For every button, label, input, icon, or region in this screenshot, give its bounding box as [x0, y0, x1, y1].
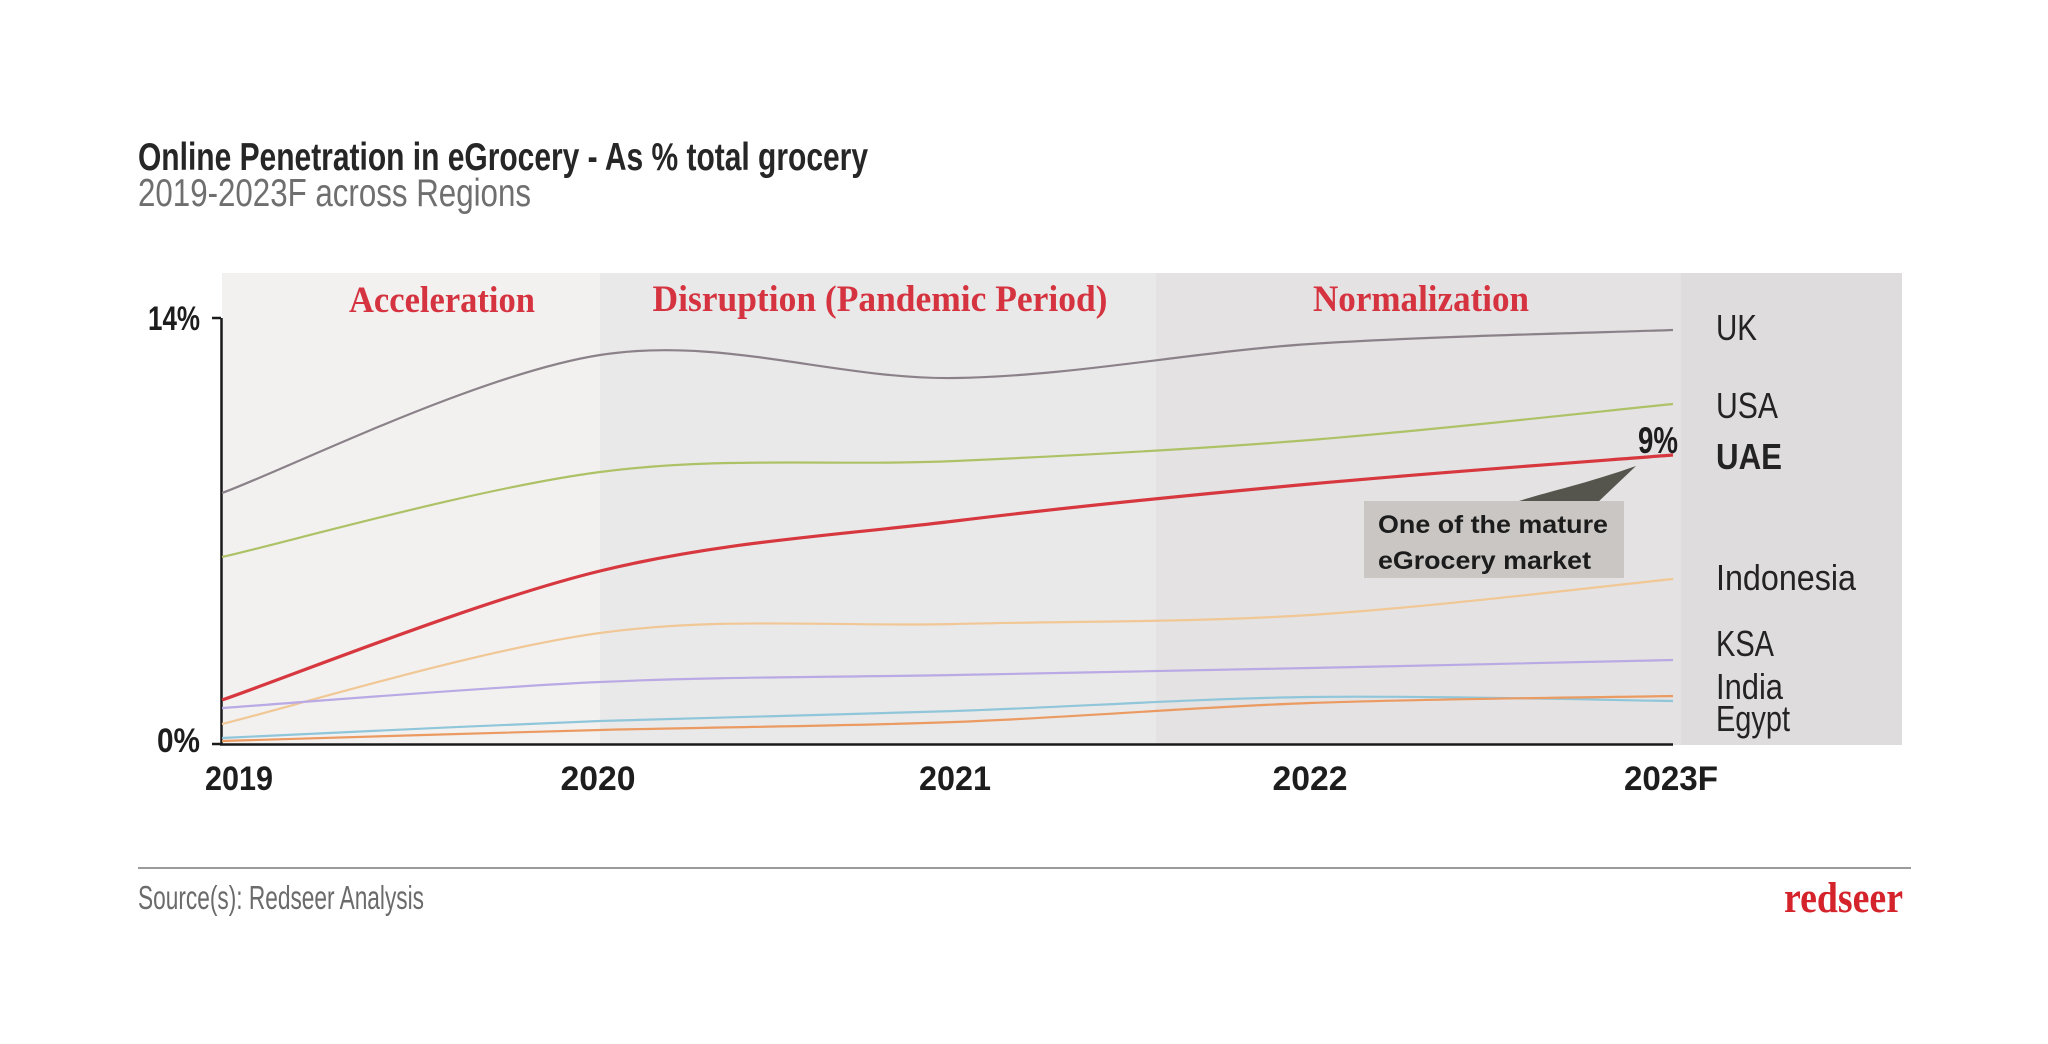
svg-text:Normalization: Normalization	[1313, 279, 1529, 320]
svg-text:redseer: redseer	[1784, 875, 1903, 922]
svg-text:Acceleration: Acceleration	[349, 280, 535, 321]
svg-text:14%: 14%	[148, 300, 200, 338]
svg-text:2023F: 2023F	[1624, 760, 1718, 798]
svg-text:2019: 2019	[205, 760, 273, 798]
svg-text:One of the mature: One of the mature	[1378, 511, 1608, 539]
svg-text:2022: 2022	[1273, 760, 1348, 798]
svg-text:USA: USA	[1716, 385, 1778, 426]
svg-text:9%: 9%	[1638, 420, 1678, 461]
svg-text:Egypt: Egypt	[1716, 698, 1790, 739]
svg-text:UK: UK	[1716, 307, 1757, 348]
svg-text:Indonesia: Indonesia	[1716, 557, 1857, 598]
svg-text:Disruption (Pandemic Period): Disruption (Pandemic Period)	[653, 279, 1108, 320]
svg-text:2019-2023F across Regions: 2019-2023F across Regions	[138, 172, 531, 215]
svg-text:India: India	[1716, 666, 1784, 707]
svg-text:2021: 2021	[919, 760, 991, 798]
svg-text:Online Penetration in eGrocery: Online Penetration in eGrocery - As % to…	[138, 136, 868, 179]
svg-text:eGrocery market: eGrocery market	[1378, 547, 1592, 575]
svg-text:0%: 0%	[157, 722, 200, 760]
svg-text:KSA: KSA	[1716, 623, 1774, 664]
svg-text:2020: 2020	[561, 760, 636, 798]
svg-text:Source(s): Redseer Analysis: Source(s): Redseer Analysis	[138, 879, 424, 916]
svg-text:UAE: UAE	[1716, 436, 1782, 477]
